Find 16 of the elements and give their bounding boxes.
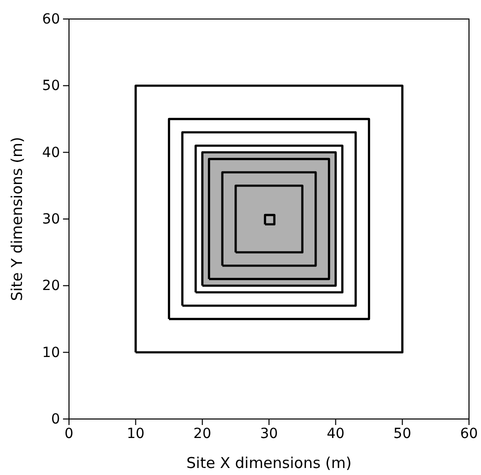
y-tick-label: 30	[42, 211, 60, 228]
x-tick-label: 40	[326, 426, 345, 442]
x-tick-label: 0	[64, 426, 74, 442]
y-tick-label: 60	[42, 11, 60, 28]
x-axis-title: Site X dimensions (m)	[186, 454, 352, 472]
x-tick-label: 50	[393, 426, 412, 442]
y-tick-label: 50	[42, 78, 60, 94]
y-tick-label: 20	[42, 278, 60, 294]
x-tick-label: 30	[260, 426, 278, 442]
x-tick-label: 10	[126, 426, 145, 442]
y-tick-label: 0	[51, 411, 60, 428]
y-tick-label: 40	[42, 144, 60, 161]
y-tick-label: 10	[42, 344, 60, 361]
x-tick-label: 60	[460, 426, 478, 442]
x-tick-label: 20	[193, 426, 212, 442]
y-axis-title: Site Y dimensions (m)	[8, 136, 26, 302]
